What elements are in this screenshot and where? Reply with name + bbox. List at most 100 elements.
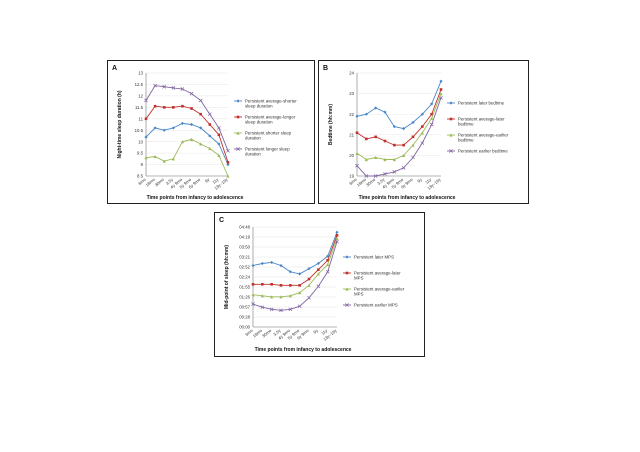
data-point	[217, 126, 221, 130]
data-point	[307, 277, 311, 281]
y-tick-label: 00:00	[239, 325, 250, 330]
data-point	[402, 143, 405, 147]
chart-c-svg: C 00:00 00:28 00:57 01:26 01:55 02:24 02:52 03:2…	[219, 217, 405, 353]
y-tick-label: 04:19	[239, 235, 250, 240]
y-tick-label: 11	[139, 116, 144, 121]
x-tick-label: 30mo	[261, 328, 273, 339]
y-tick-label: 04:48	[239, 225, 250, 230]
data-point	[153, 83, 157, 88]
x-tick-label: 6mo	[348, 177, 358, 186]
y-tick-label: 12.5	[135, 82, 144, 87]
data-point	[207, 112, 212, 117]
data-point	[364, 157, 368, 162]
data-point	[270, 295, 274, 299]
data-point	[430, 112, 433, 116]
data-point	[270, 260, 274, 265]
y-tick-label: 21	[349, 132, 354, 137]
data-point	[355, 163, 359, 168]
series-line	[253, 235, 338, 286]
legend-marker	[236, 147, 240, 151]
data-point	[198, 98, 203, 103]
data-point	[180, 140, 185, 144]
data-point	[326, 262, 330, 267]
y-tick-label: 13	[138, 71, 143, 76]
data-point	[289, 284, 292, 287]
data-point	[279, 284, 283, 287]
data-point	[251, 263, 255, 268]
data-point	[144, 156, 148, 160]
series-line	[252, 241, 338, 311]
x-tick-label: 18mo	[145, 177, 157, 188]
y-tick-label: 11.5	[135, 105, 144, 110]
data-point	[393, 143, 396, 147]
data-point	[421, 125, 424, 128]
legend-marker	[449, 133, 453, 137]
x-tick-label: 18mo	[252, 328, 264, 339]
x-tick-label: 9y	[416, 176, 423, 183]
data-point	[373, 174, 378, 178]
data-point	[335, 236, 339, 241]
y-tick-label: 02:24	[239, 275, 250, 280]
data-point	[260, 261, 264, 266]
data-point	[171, 126, 175, 130]
chart-panel-b: B 19 20 21 22 23 24 6mo 18mo 30mo 3.5y 4y 9mo 5y 9mo…	[318, 60, 529, 204]
data-point	[335, 230, 339, 234]
y-tick-label: 9.5	[137, 151, 144, 156]
legend-marker	[345, 271, 349, 275]
data-point	[298, 284, 301, 287]
data-point	[153, 104, 157, 108]
data-point	[355, 151, 359, 155]
data-point	[190, 107, 193, 110]
y-tick-label: 9	[141, 162, 144, 167]
legend-label: Persistent earlier bedtime	[458, 149, 508, 154]
y-tick-label: 19	[349, 174, 354, 179]
data-point	[171, 157, 175, 161]
data-point	[217, 153, 221, 157]
y-axis-title: Mid-point of sleep (hh:mm)	[224, 245, 230, 309]
y-tick-label: 01:55	[239, 285, 250, 290]
data-point	[316, 284, 321, 289]
legend-label: Persistent longer sleep duration	[245, 147, 290, 157]
series-line	[356, 89, 442, 146]
data-point	[217, 142, 221, 146]
y-tick-label: 02:52	[239, 265, 250, 270]
data-point	[208, 134, 212, 138]
data-point	[279, 308, 283, 313]
data-point	[383, 157, 387, 162]
data-point	[374, 135, 377, 139]
data-point	[180, 121, 185, 125]
data-point	[355, 131, 359, 135]
data-point	[316, 272, 320, 276]
series-line	[252, 232, 338, 275]
panel-letter: A	[112, 65, 117, 72]
legend-label: Persistent average-earlier MPS	[354, 287, 405, 297]
data-point	[199, 142, 203, 146]
data-point	[430, 116, 434, 120]
data-point	[411, 120, 415, 125]
data-point	[144, 117, 148, 121]
legend-label: Persistent average-later bedtime	[458, 117, 505, 127]
data-point	[261, 282, 264, 286]
data-point	[429, 122, 434, 127]
data-point	[307, 267, 311, 271]
data-point	[439, 95, 443, 100]
data-point	[162, 159, 166, 163]
y-axis-title: Night-time sleep duration (h)	[117, 90, 123, 158]
series-line	[252, 238, 338, 298]
data-point	[269, 307, 274, 312]
x-tick-label: 11y	[320, 327, 329, 336]
x-tick-label: 30mo	[365, 177, 377, 188]
data-point	[208, 146, 212, 151]
data-point	[411, 143, 415, 147]
y-tick-label: 8.5	[137, 174, 144, 179]
data-point	[392, 157, 396, 162]
data-point	[288, 307, 293, 312]
data-point	[439, 88, 443, 91]
legend-marker	[345, 255, 349, 259]
data-point	[189, 91, 194, 96]
data-point	[297, 304, 302, 309]
data-point	[162, 84, 167, 89]
y-tick-label: 23	[349, 91, 354, 96]
x-tick-label: 3.5y	[272, 327, 282, 337]
